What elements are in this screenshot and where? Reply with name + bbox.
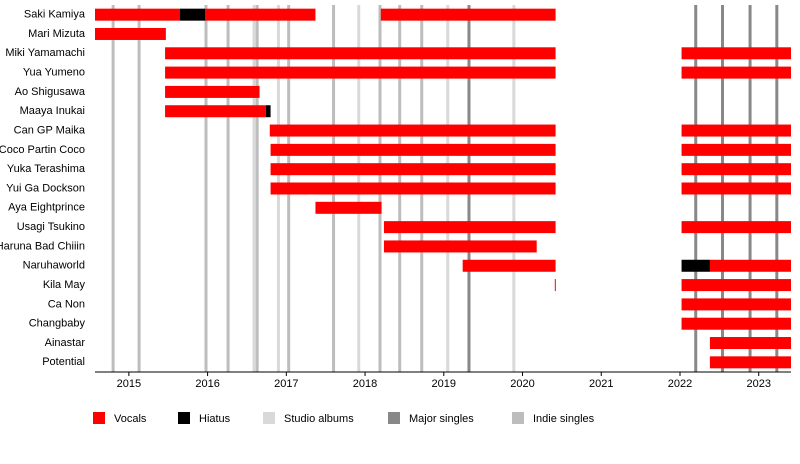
span-bar — [383, 221, 556, 234]
span-bar — [270, 143, 556, 156]
span-bar — [709, 337, 791, 350]
x-tick-label: 2018 — [353, 378, 377, 390]
x-tick-label: 2015 — [117, 378, 141, 390]
x-tick-label: 2016 — [195, 378, 219, 390]
span-bar — [681, 182, 791, 195]
member-label: Yua Yumeno — [23, 67, 85, 79]
member-label: Changbaby — [29, 318, 86, 330]
legend-label: Indie singles — [533, 413, 595, 425]
span-bar — [681, 317, 791, 330]
legend-swatch — [263, 412, 275, 424]
member-label: Usagi Tsukino — [17, 221, 85, 233]
member-label: Coco Partin Coco — [0, 144, 85, 156]
legend-swatch — [388, 412, 400, 424]
span-bar — [681, 298, 791, 311]
span-bar — [681, 259, 710, 272]
x-tick-label: 2022 — [668, 378, 692, 390]
span-bar — [681, 279, 791, 292]
span-bar — [681, 124, 791, 137]
x-tick-label: 2020 — [510, 378, 534, 390]
span-bar — [681, 163, 791, 176]
span-bar — [95, 27, 166, 40]
span-bar — [205, 8, 316, 21]
span-bar — [462, 259, 556, 272]
member-label: Yuka Terashima — [7, 163, 86, 175]
span-bar — [681, 143, 791, 156]
x-tick-label: 2023 — [746, 378, 770, 390]
member-label: Haruna Bad Chiiin — [0, 240, 85, 252]
span-bar — [709, 259, 791, 272]
span-bar — [265, 105, 271, 118]
span-bar — [681, 66, 791, 79]
legend-label: Vocals — [114, 413, 147, 425]
member-label: Saki Kamiya — [24, 9, 86, 21]
span-bar — [709, 356, 791, 369]
span-bar — [315, 201, 382, 214]
span-bar — [383, 240, 537, 253]
span-bar — [681, 47, 791, 60]
span-bar — [270, 163, 556, 176]
legend-swatch — [178, 412, 190, 424]
span-bar — [681, 221, 791, 234]
span-bar — [180, 8, 206, 21]
span-bar — [554, 279, 556, 292]
span-bar — [380, 8, 556, 21]
span-bar — [269, 124, 556, 137]
span-bar — [270, 182, 556, 195]
legend-swatch — [93, 412, 105, 424]
member-label: Can GP Maika — [14, 124, 86, 136]
span-bar — [165, 105, 266, 118]
member-label: Ao Shigusawa — [15, 86, 86, 98]
member-label: Aya Eightprince — [8, 202, 85, 214]
member-label: Kila May — [43, 279, 86, 291]
legend-label: Major singles — [409, 413, 474, 425]
member-label: Yui Ga Dockson — [6, 182, 85, 194]
member-label: Miki Yamamachi — [5, 47, 85, 59]
member-label: Mari Mizuta — [28, 28, 86, 40]
member-label: Maaya Inukai — [20, 105, 85, 117]
x-tick-label: 2019 — [432, 378, 456, 390]
member-label: Ca Non — [48, 298, 85, 310]
span-bar — [165, 85, 260, 98]
span-bar — [95, 8, 181, 21]
legend-swatch — [512, 412, 524, 424]
x-tick-label: 2017 — [274, 378, 298, 390]
legend-label: Hiatus — [199, 413, 231, 425]
span-bar — [165, 47, 556, 60]
member-label: Naruhaworld — [23, 260, 85, 272]
member-label: Ainastar — [45, 337, 86, 349]
legend-label: Studio albums — [284, 413, 354, 425]
member-label: Potential — [42, 356, 85, 368]
x-tick-label: 2021 — [589, 378, 613, 390]
span-bar — [165, 66, 556, 79]
